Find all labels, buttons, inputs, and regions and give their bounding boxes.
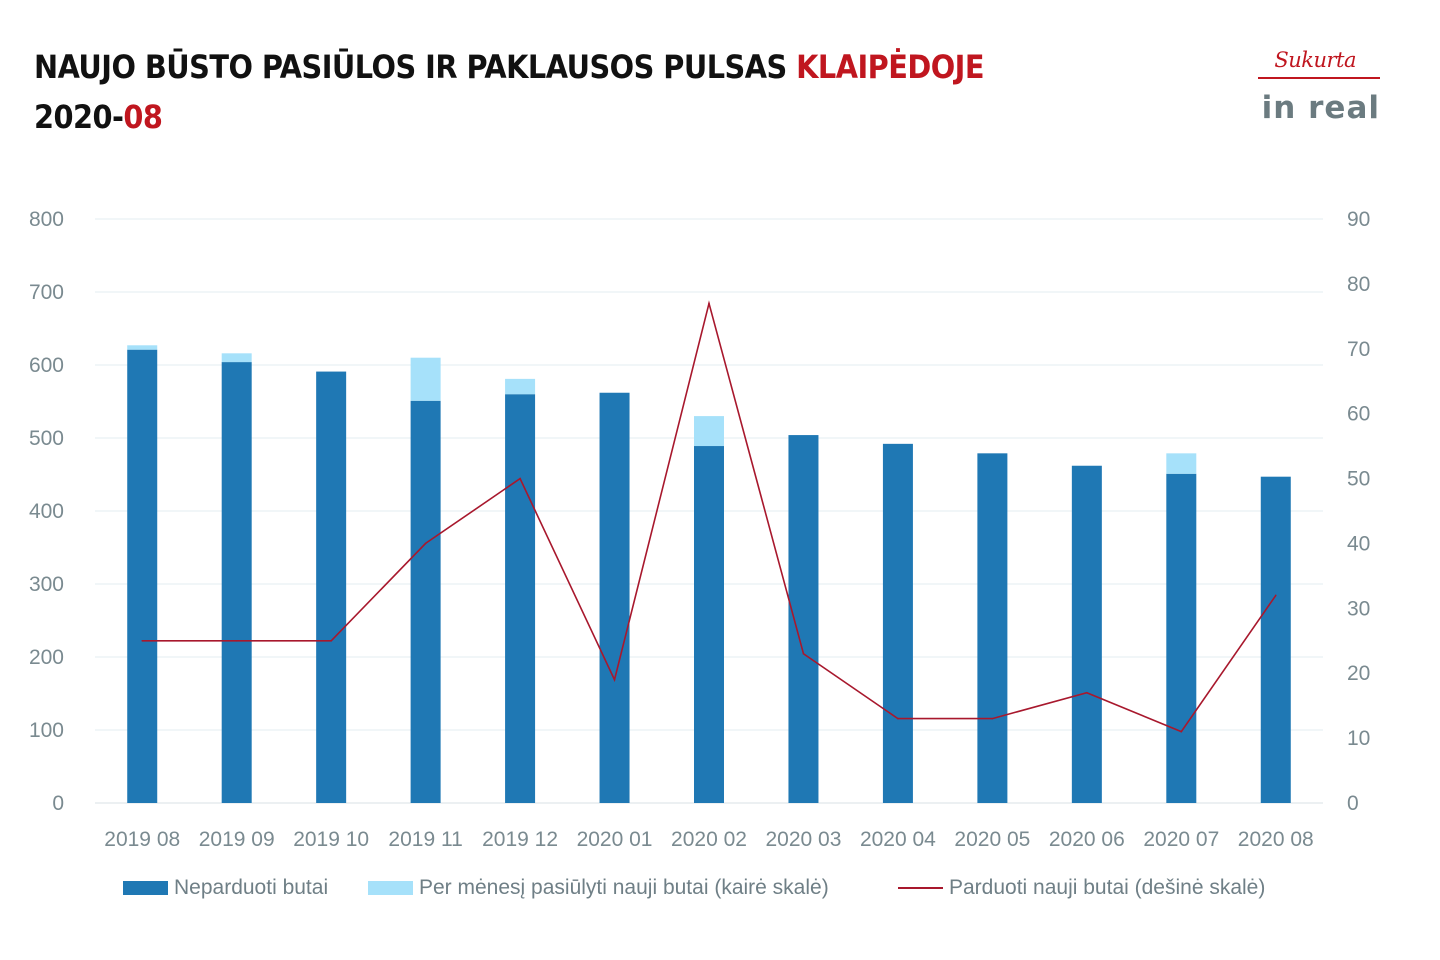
right-tick-label: 90 xyxy=(1347,208,1370,231)
sold-point xyxy=(1274,594,1277,597)
x-tick-label: 2019 08 xyxy=(104,828,180,851)
bar-unsold xyxy=(1071,465,1102,803)
bar-unsold xyxy=(977,453,1008,803)
sold-point xyxy=(1180,730,1183,733)
bar-unsold xyxy=(127,349,158,803)
logo-credit: Sukurta xyxy=(1274,48,1356,72)
logo-underline xyxy=(1258,77,1380,79)
legend-item-unsold: Neparduoti butai xyxy=(123,876,328,900)
right-tick-label: 80 xyxy=(1347,273,1370,296)
left-tick-label: 700 xyxy=(29,281,64,304)
bar-unsold xyxy=(1166,473,1197,803)
sold-point xyxy=(708,302,710,305)
legend: Neparduoti butai Per mėnesį pasiūlyti na… xyxy=(0,876,1440,910)
sold-point xyxy=(141,639,144,642)
x-tick-label: 2020 08 xyxy=(1238,828,1314,851)
x-tick-label: 2019 09 xyxy=(199,828,275,851)
brand-logo: Sukurta in real xyxy=(1258,48,1380,130)
bar-unsold xyxy=(1260,476,1291,803)
sold-point xyxy=(897,717,899,720)
right-tick-label: 60 xyxy=(1347,403,1370,426)
legend-item-offered: Per mėnesį pasiūlyti nauji butai (kairė … xyxy=(368,876,829,900)
x-tick-label: 2019 10 xyxy=(293,828,369,851)
legend-label-unsold: Neparduoti butai xyxy=(174,876,329,899)
right-tick-label: 50 xyxy=(1347,468,1370,491)
x-tick-label: 2020 05 xyxy=(954,828,1030,851)
bar-offered xyxy=(410,357,441,401)
logo-brand: in real xyxy=(1261,90,1380,126)
x-tick-label: 2020 03 xyxy=(766,828,842,851)
x-tick-label: 2020 01 xyxy=(577,828,653,851)
left-tick-label: 0 xyxy=(52,792,64,815)
left-tick-label: 500 xyxy=(29,427,64,450)
bar-offered xyxy=(221,353,252,363)
right-tick-label: 20 xyxy=(1347,662,1370,685)
bar-unsold xyxy=(410,400,441,803)
x-tick-label: 2020 07 xyxy=(1143,828,1219,851)
left-tick-label: 600 xyxy=(29,354,64,377)
bar-unsold xyxy=(882,443,913,803)
sold-point xyxy=(991,717,994,720)
x-tick-label: 2019 11 xyxy=(388,828,462,851)
bar-unsold xyxy=(599,392,630,803)
x-tick-label: 2020 02 xyxy=(671,828,747,851)
left-tick-label: 300 xyxy=(29,573,64,596)
title-period-year: 2020- xyxy=(34,98,124,136)
bar-unsold xyxy=(788,435,819,803)
x-tick-label: 2020 06 xyxy=(1049,828,1125,851)
legend-swatch-unsold xyxy=(123,881,168,895)
left-tick-label: 100 xyxy=(29,719,64,742)
sold-point xyxy=(330,639,332,642)
bar-offered xyxy=(694,416,724,447)
bar-unsold xyxy=(505,394,536,803)
left-axis: 0 100 200 300 400 500 600 700 800 xyxy=(29,208,64,815)
x-tick-label: 2019 12 xyxy=(482,828,558,851)
title-main: NAUJO BŪSTO PASIŪLOS IR PAKLAUSOS PULSAS xyxy=(34,48,797,86)
sold-point xyxy=(1086,691,1088,694)
sold-point xyxy=(519,477,521,480)
right-tick-label: 30 xyxy=(1347,597,1370,620)
x-tick-label: 2020 04 xyxy=(860,828,936,851)
right-tick-label: 0 xyxy=(1347,792,1359,815)
sold-point xyxy=(235,639,238,642)
sold-point xyxy=(613,678,616,681)
right-tick-label: 10 xyxy=(1347,727,1370,750)
left-tick-label: 800 xyxy=(29,208,64,231)
bar-unsold xyxy=(221,362,252,803)
legend-swatch-sold xyxy=(898,887,943,889)
x-axis: 2019 08 2019 09 2019 10 2019 11 2019 12 2020 … xyxy=(104,828,1313,851)
left-tick-label: 400 xyxy=(29,500,64,523)
legend-swatch-offered xyxy=(368,881,413,895)
bar-unsold xyxy=(694,446,724,803)
sold-line xyxy=(141,300,1277,733)
bar-offered xyxy=(505,378,536,395)
chart-title: NAUJO BŪSTO PASIŪLOS IR PAKLAUSOS PULSAS… xyxy=(34,42,985,142)
bars xyxy=(127,345,1291,803)
bar-offered xyxy=(127,345,158,350)
sold-point xyxy=(424,542,427,545)
title-period-month: 08 xyxy=(123,98,163,136)
title-city: KLAIPĖDOJE xyxy=(796,48,985,86)
legend-item-sold: Parduoti nauji butai (dešinė skalė) xyxy=(898,876,1265,900)
legend-label-sold: Parduoti nauji butai (dešinė skalė) xyxy=(949,876,1266,899)
right-tick-label: 40 xyxy=(1347,532,1370,555)
right-axis: 0 10 20 30 40 50 60 70 80 90 xyxy=(1347,208,1370,815)
sold-point xyxy=(802,652,805,655)
legend-label-offered: Per mėnesį pasiūlyti nauji butai (kairė … xyxy=(419,876,829,899)
bar-offered xyxy=(1166,453,1197,474)
right-tick-label: 70 xyxy=(1347,338,1370,361)
bar-unsold xyxy=(316,371,347,803)
left-tick-label: 200 xyxy=(29,646,64,669)
